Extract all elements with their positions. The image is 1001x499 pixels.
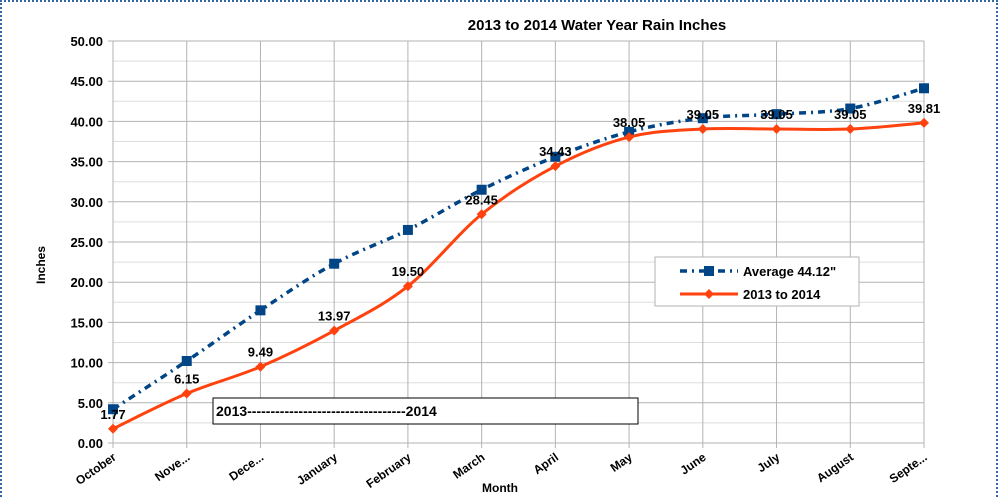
y-tick-label: 25.00	[70, 235, 103, 250]
data-label: 13.97	[318, 309, 351, 324]
x-tick-label: August	[814, 450, 856, 485]
legend: Average 44.12" 2013 to 2014	[654, 256, 860, 307]
annotation-text: 2013----------------------------------20…	[216, 403, 437, 419]
x-tick-label: June	[678, 450, 709, 478]
square-marker	[771, 109, 782, 120]
y-tick-label: 45.00	[70, 74, 103, 89]
x-tick-label: Dece...	[226, 450, 266, 484]
y-tick-label: 50.00	[70, 34, 103, 49]
square-marker	[704, 266, 714, 276]
series-line	[112, 86, 925, 411]
square-marker	[108, 404, 118, 415]
diamond-marker	[108, 423, 118, 434]
square-marker	[255, 305, 266, 316]
annotation-box: 2013----------------------------------20…	[212, 397, 639, 425]
diamond-marker	[402, 281, 413, 292]
legend-label: 2013 to 2014	[743, 287, 821, 302]
data-label: 9.49	[248, 345, 273, 360]
square-marker	[402, 224, 413, 235]
square-marker	[476, 184, 487, 195]
diamond-marker	[624, 132, 635, 143]
square-marker	[624, 126, 635, 137]
x-tick-label: May	[608, 450, 635, 475]
x-tick-label: July	[755, 450, 783, 475]
data-label: 39.05	[760, 107, 793, 122]
diamond-marker	[919, 117, 929, 128]
data-label: 39.05	[834, 107, 867, 122]
x-tick-label: October	[73, 450, 119, 488]
x-tick-label: April	[531, 450, 561, 477]
data-label: 39.05	[687, 107, 720, 122]
y-axis-label: Inches	[34, 246, 48, 284]
data-label: 39.81	[908, 101, 941, 116]
data-label: 6.15	[174, 372, 199, 387]
data-label: 19.50	[392, 264, 425, 279]
x-tick-label: Septe...	[887, 450, 930, 486]
x-axis-label: Month	[482, 481, 518, 495]
data-label: 34.43	[539, 144, 572, 159]
data-label: 28.45	[465, 192, 498, 207]
y-tick-label: 0.00	[78, 436, 103, 451]
diamond-marker	[181, 388, 192, 399]
square-marker	[919, 83, 929, 94]
diamond-marker	[476, 209, 487, 220]
square-marker	[329, 258, 340, 269]
diamond-marker	[845, 124, 856, 135]
square-marker	[181, 355, 192, 366]
diamond-marker	[704, 289, 714, 299]
diamond-marker	[550, 161, 561, 172]
diamond-marker	[329, 325, 340, 336]
y-tick-label: 15.00	[70, 315, 103, 330]
y-tick-label: 10.00	[70, 356, 103, 371]
y-tick-label: 35.00	[70, 155, 103, 170]
y-tick-label: 5.00	[78, 396, 103, 411]
diamond-marker	[255, 361, 266, 372]
diamond-marker	[697, 124, 708, 135]
data-label: 1.77	[100, 407, 125, 422]
legend-label: Average 44.12"	[743, 264, 836, 279]
square-marker	[550, 151, 561, 162]
y-tick-label: 30.00	[70, 195, 103, 210]
square-marker	[845, 103, 856, 114]
data-label: 38.05	[613, 115, 646, 130]
diamond-marker	[771, 124, 782, 135]
x-tick-label: March	[450, 450, 487, 482]
x-tick-label: Nove...	[152, 450, 192, 484]
y-tick-label: 20.00	[70, 275, 103, 290]
x-tick-label: February	[364, 450, 414, 491]
x-tick-label: January	[294, 450, 340, 488]
chart-title: 2013 to 2014 Water Year Rain Inches	[468, 17, 726, 34]
square-marker	[697, 113, 708, 124]
y-tick-label: 40.00	[70, 114, 103, 129]
